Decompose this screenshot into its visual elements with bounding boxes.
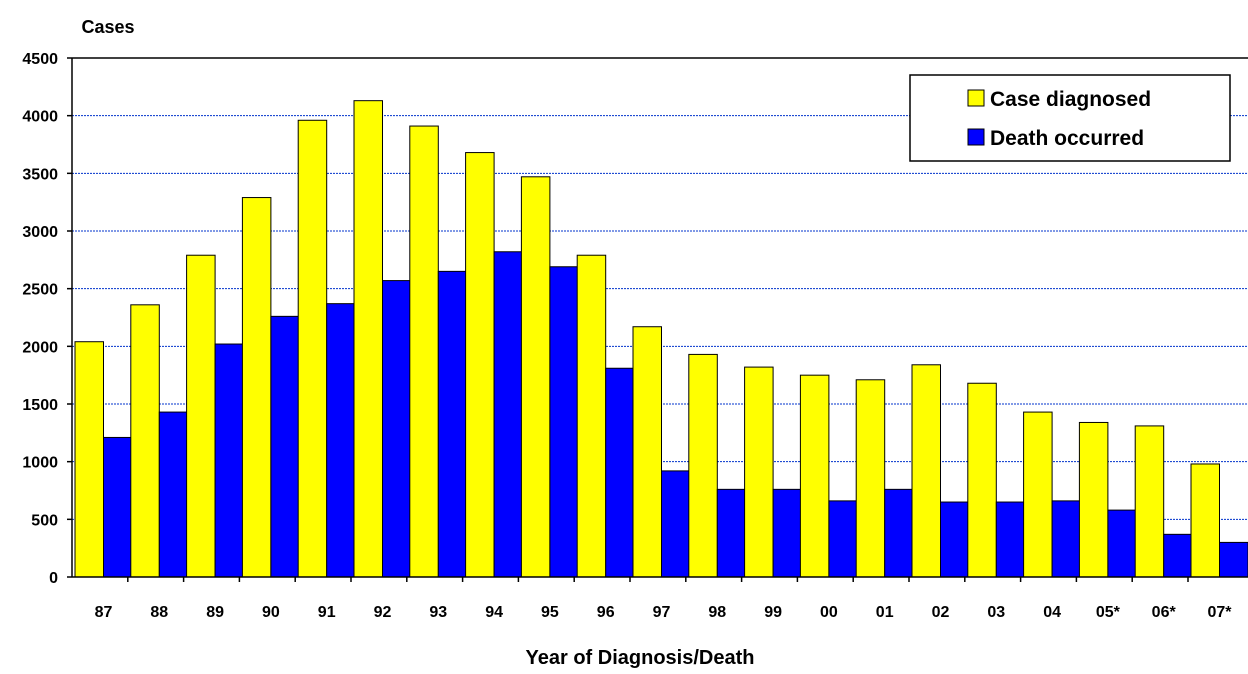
x-tick-label: 97 <box>653 604 671 621</box>
bar-death-occurred-93 <box>437 270 468 578</box>
x-tick-label: 92 <box>374 604 392 621</box>
bar-case-diagnosed-91 <box>297 119 328 578</box>
bar-death-occurred-95 <box>549 266 579 578</box>
x-tick-label: 94 <box>485 604 503 621</box>
bar-case-diagnosed-87 <box>74 341 104 578</box>
x-tick-label: 90 <box>262 604 280 621</box>
bar-case-diagnosed-96 <box>576 254 607 578</box>
x-tick-label: 87 <box>95 604 113 621</box>
bar-case-diagnosed-07p <box>1190 463 1220 578</box>
bar-case-diagnosed-06p <box>1134 425 1165 578</box>
bar-death-occurred-03 <box>995 501 1026 578</box>
bar-death-occurred-00 <box>828 500 858 578</box>
bar-death-occurred-04 <box>1051 500 1082 578</box>
x-tick-label: 05* <box>1096 604 1121 621</box>
bar-case-diagnosed-04 <box>1023 411 1053 578</box>
x-tick-label: 99 <box>764 604 782 621</box>
x-tick-label: 03 <box>987 604 1005 621</box>
y-tick-label: 4000 <box>22 109 58 126</box>
x-tick-label: 02 <box>932 604 950 621</box>
bar-death-occurred-05p <box>1107 509 1137 578</box>
bar-death-occurred-97 <box>661 470 691 578</box>
bar-death-occurred-98 <box>716 488 747 578</box>
bar-death-occurred-01 <box>884 488 914 578</box>
bar-case-diagnosed-92 <box>353 100 383 578</box>
x-axis-title: Year of Diagnosis/Death <box>526 647 755 669</box>
y-tick-label: 1500 <box>22 397 58 414</box>
x-tick-label: 91 <box>318 604 336 621</box>
x-tick-label: 95 <box>541 604 559 621</box>
bar-case-diagnosed-94 <box>465 152 495 578</box>
bar-case-diagnosed-90 <box>241 197 272 578</box>
x-tick-label: 01 <box>876 604 894 621</box>
y-axis-title: Cases <box>81 17 134 37</box>
bar-death-occurred-89 <box>214 343 245 578</box>
bar-case-diagnosed-93 <box>409 125 439 578</box>
bar-case-diagnosed-05p <box>1078 421 1109 578</box>
bar-case-diagnosed-00 <box>799 374 830 578</box>
bar-death-occurred-02 <box>940 501 970 578</box>
bar-death-occurred-96 <box>605 367 635 578</box>
bar-death-occurred-07p <box>1219 541 1248 578</box>
bar-death-occurred-99 <box>772 488 803 578</box>
bar-death-occurred-88 <box>158 411 189 578</box>
y-tick-label: 1000 <box>22 455 58 472</box>
x-tick-label: 96 <box>597 604 615 621</box>
legend-label-death-occurred: Death occurred <box>990 127 1144 150</box>
bar-death-occurred-90 <box>270 315 300 578</box>
x-tick-label: 07* <box>1207 604 1232 621</box>
y-ticks: 0 500 1000 1500 2000 2500 3000 3500 4000 4500 <box>22 51 72 587</box>
y-tick-label: 3500 <box>22 166 58 183</box>
bar-case-diagnosed-01 <box>855 379 886 578</box>
legend-swatch-death-occurred <box>967 128 985 146</box>
y-tick-label: 3000 <box>22 224 58 241</box>
legend-box <box>909 74 1231 162</box>
y-tick-label: 500 <box>31 512 58 529</box>
bars <box>74 100 1248 578</box>
y-tick-label: 0 <box>49 570 58 587</box>
y-tick-label: 2000 <box>22 339 58 356</box>
x-tick-label: 88 <box>150 604 168 621</box>
x-tick-label: 98 <box>708 604 726 621</box>
bar-case-diagnosed-99 <box>744 366 774 578</box>
bar-death-occurred-94 <box>493 251 524 578</box>
bar-case-diagnosed-03 <box>967 382 997 578</box>
y-tick-label: 2500 <box>22 282 58 299</box>
x-tick-label: 89 <box>206 604 224 621</box>
x-tick-label: 93 <box>429 604 447 621</box>
bar-case-diagnosed-98 <box>688 353 718 578</box>
bar-death-occurred-87 <box>103 436 133 578</box>
x-tick-label: 04 <box>1043 604 1061 621</box>
axes <box>71 57 1248 578</box>
bar-death-occurred-06p <box>1163 533 1193 578</box>
legend-swatch-case-diagnosed <box>967 89 985 107</box>
x-tick-label: 00 <box>820 604 838 621</box>
legend-label-case-diagnosed: Case diagnosed <box>990 88 1151 111</box>
y-tick-label: 4500 <box>22 51 58 68</box>
bar-case-diagnosed-89 <box>186 254 216 578</box>
bar-case-diagnosed-97 <box>632 326 662 578</box>
bar-case-diagnosed-88 <box>130 304 160 578</box>
bar-death-occurred-91 <box>326 303 356 578</box>
x-ticks: 87 88 89 90 91 92 93 94 95 96 97 98 99 00 01 02 03 04 05* 0… <box>95 577 1232 621</box>
x-tick-label: 06* <box>1152 604 1177 621</box>
bar-case-diagnosed-02 <box>911 364 941 578</box>
bar-death-occurred-92 <box>382 280 412 578</box>
bar-case-diagnosed-95 <box>520 176 551 578</box>
legend: Case diagnosed Death occurred <box>909 74 1231 162</box>
